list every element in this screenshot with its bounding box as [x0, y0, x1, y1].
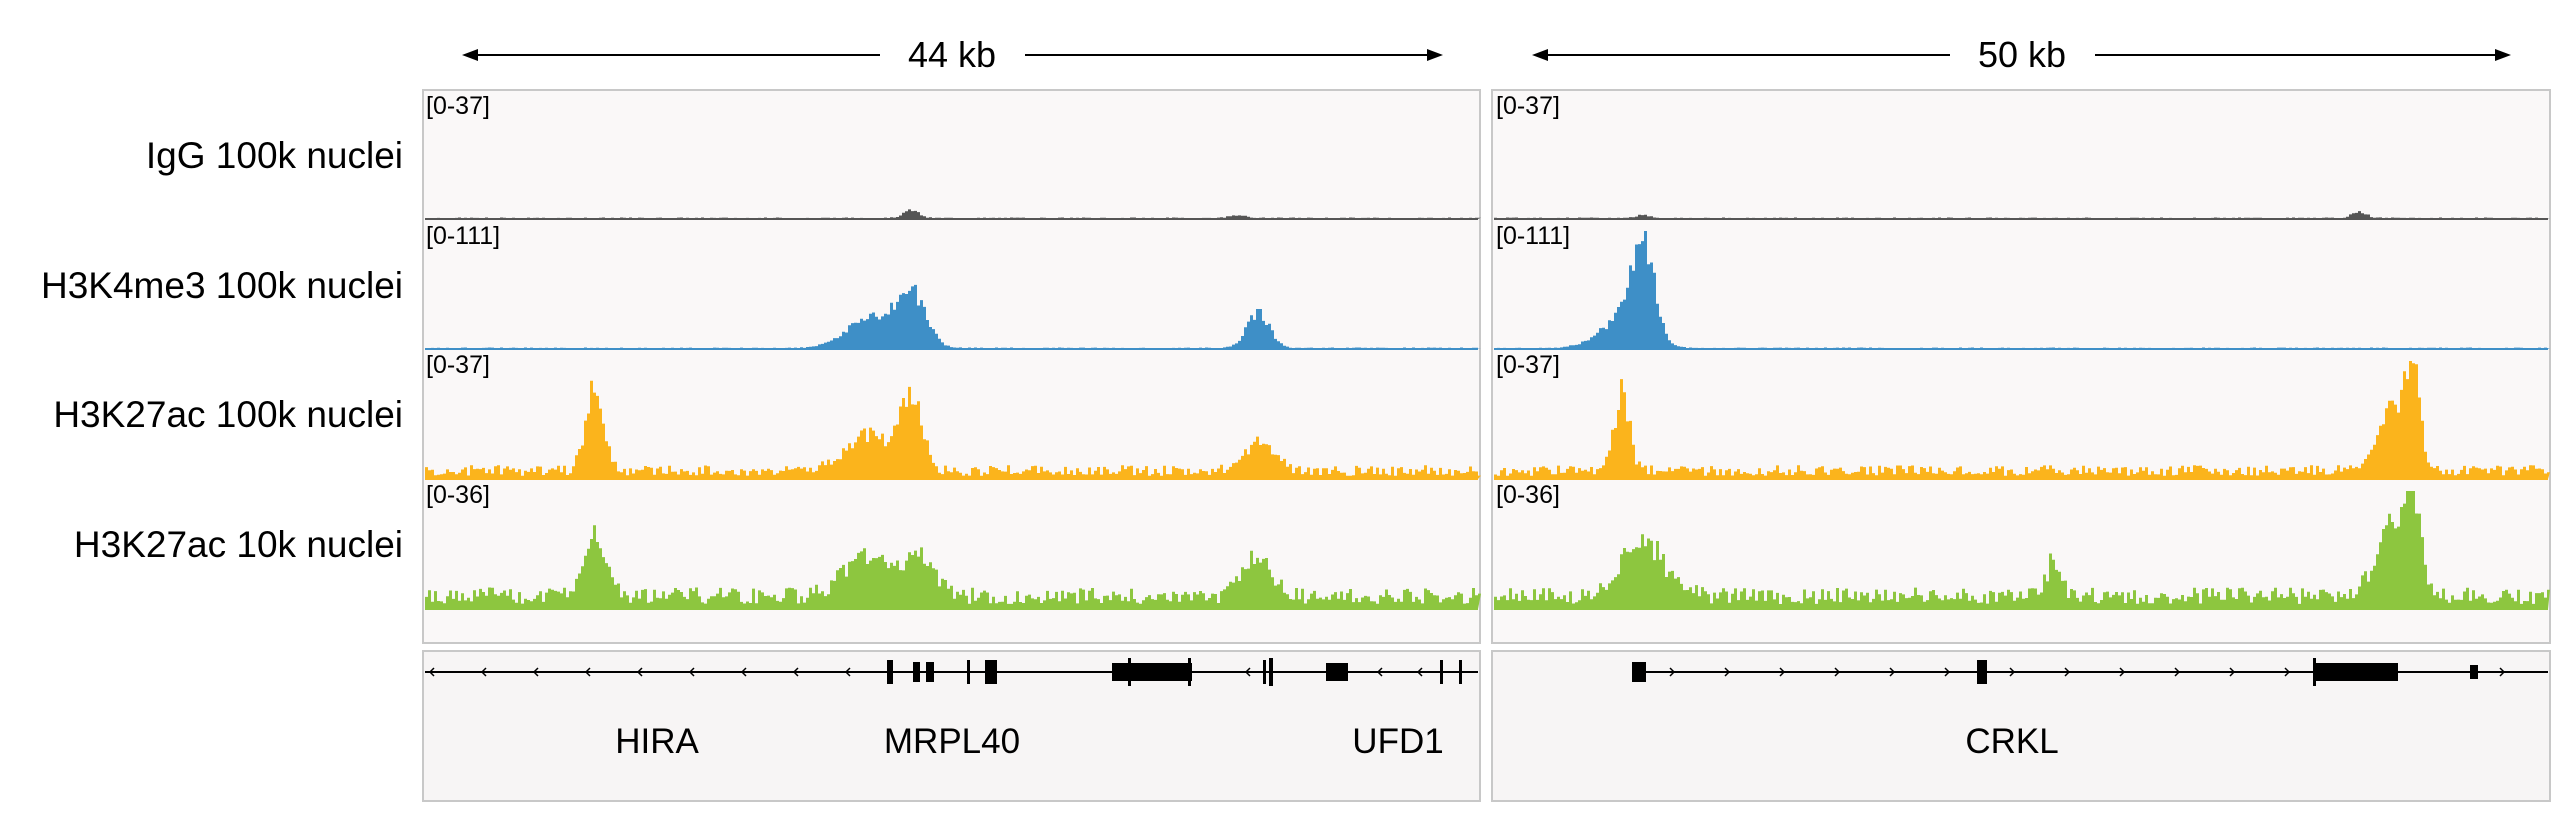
gene-model-left: [425, 658, 1478, 686]
strand-chevrons-left: [428, 667, 1423, 677]
gene-label-crkl: CRKL: [1965, 722, 2058, 761]
exon: [2470, 665, 2478, 679]
range-label-h3k27ac-10k-right: [0-36]: [1496, 481, 1560, 509]
gene-panel-left: [422, 650, 1481, 802]
range-label-h3k27ac-100k-left: [0-37]: [426, 351, 490, 379]
exon: [926, 662, 934, 682]
exon: [1128, 658, 1131, 686]
signal-tracks: [425, 209, 2550, 610]
exon: [967, 660, 970, 684]
track-name-h3k27ac-10k: H3K27ac 10k nuclei: [74, 524, 403, 565]
signal-area-3-right: [1494, 491, 2550, 609]
gene-label-ufd1: UFD1: [1352, 722, 1443, 761]
range-label-h3k4me3-right: [0-111]: [1496, 222, 1570, 250]
data-panel-left: [422, 89, 1481, 644]
scale-bar-right: 50 kb: [1532, 30, 2511, 80]
scale-bar-left: 44 kb: [462, 30, 1443, 80]
scale-label-right: 50 kb: [1978, 34, 2066, 75]
exon: [2314, 663, 2398, 681]
strand-chevrons-right: [1669, 667, 2506, 677]
range-label-h3k4me3-left: [0-111]: [426, 222, 500, 250]
exon: [1188, 658, 1191, 686]
exon: [985, 660, 997, 684]
signal-area-3-left: [425, 525, 1481, 609]
exon: [1263, 660, 1266, 684]
range-label-igg-right: [0-37]: [1496, 92, 1560, 120]
exon: [1632, 662, 1646, 682]
exon: [1269, 658, 1273, 686]
exon: [1459, 660, 1462, 684]
exon: [1326, 663, 1348, 681]
range-label-igg-left: [0-37]: [426, 92, 490, 120]
exon: [1977, 660, 1987, 684]
exon: [913, 662, 920, 682]
scale-label-left: 44 kb: [908, 34, 996, 75]
data-panel-right: [1491, 89, 2551, 644]
exon: [887, 660, 893, 684]
exon: [2313, 658, 2316, 686]
signal-area-1-right: [1494, 231, 2550, 349]
gene-label-hira: HIRA: [615, 722, 699, 761]
track-name-h3k4me3: H3K4me3 100k nuclei: [41, 265, 403, 306]
signal-area-2-left: [425, 380, 1481, 479]
track-name-igg: IgG 100k nuclei: [146, 135, 403, 176]
gene-label-mrpl40: MRPL40: [884, 722, 1020, 761]
gene-model-right: [1632, 658, 2548, 686]
range-label-h3k27ac-10k-left: [0-36]: [426, 481, 490, 509]
track-name-h3k27ac-100k: H3K27ac 100k nuclei: [53, 394, 403, 435]
exon: [1112, 663, 1192, 681]
range-label-h3k27ac-100k-right: [0-37]: [1496, 351, 1560, 379]
exon: [1440, 660, 1443, 684]
